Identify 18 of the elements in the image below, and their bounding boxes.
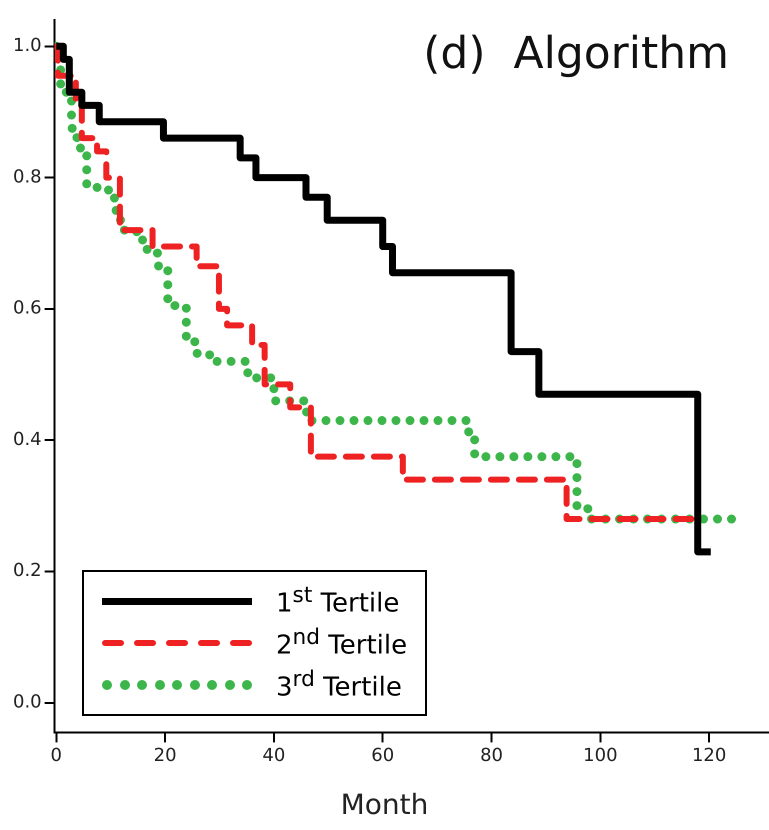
y-tick-label: 0.2	[12, 560, 42, 582]
annotation: (d) Algorithm	[423, 28, 729, 79]
x-tick-label: 40	[262, 744, 286, 766]
x-tick-label: 20	[154, 744, 177, 766]
x-tick-label: 100	[583, 744, 618, 766]
legend-label: 2$^{nd}$ Tertile	[276, 625, 408, 661]
x-tick-label: 0	[50, 744, 62, 766]
y-tick-label: 0.4	[12, 428, 42, 450]
y-tick-label: 0.6	[12, 298, 42, 319]
x-tick-label: 120	[692, 744, 726, 766]
legend-label: 3$^{rd}$ Tertile	[276, 667, 402, 703]
y-tick-label: 1.0	[12, 34, 42, 56]
x-tick-label: 60	[371, 744, 394, 766]
legend-label: 1$^{st}$ Tertile	[276, 583, 400, 619]
x-axis-title: Month	[340, 788, 430, 821]
y-tick-label: 0.8	[12, 166, 42, 188]
x-tick-label: 80	[480, 744, 503, 766]
y-tick-label: 0.0	[12, 692, 42, 713]
